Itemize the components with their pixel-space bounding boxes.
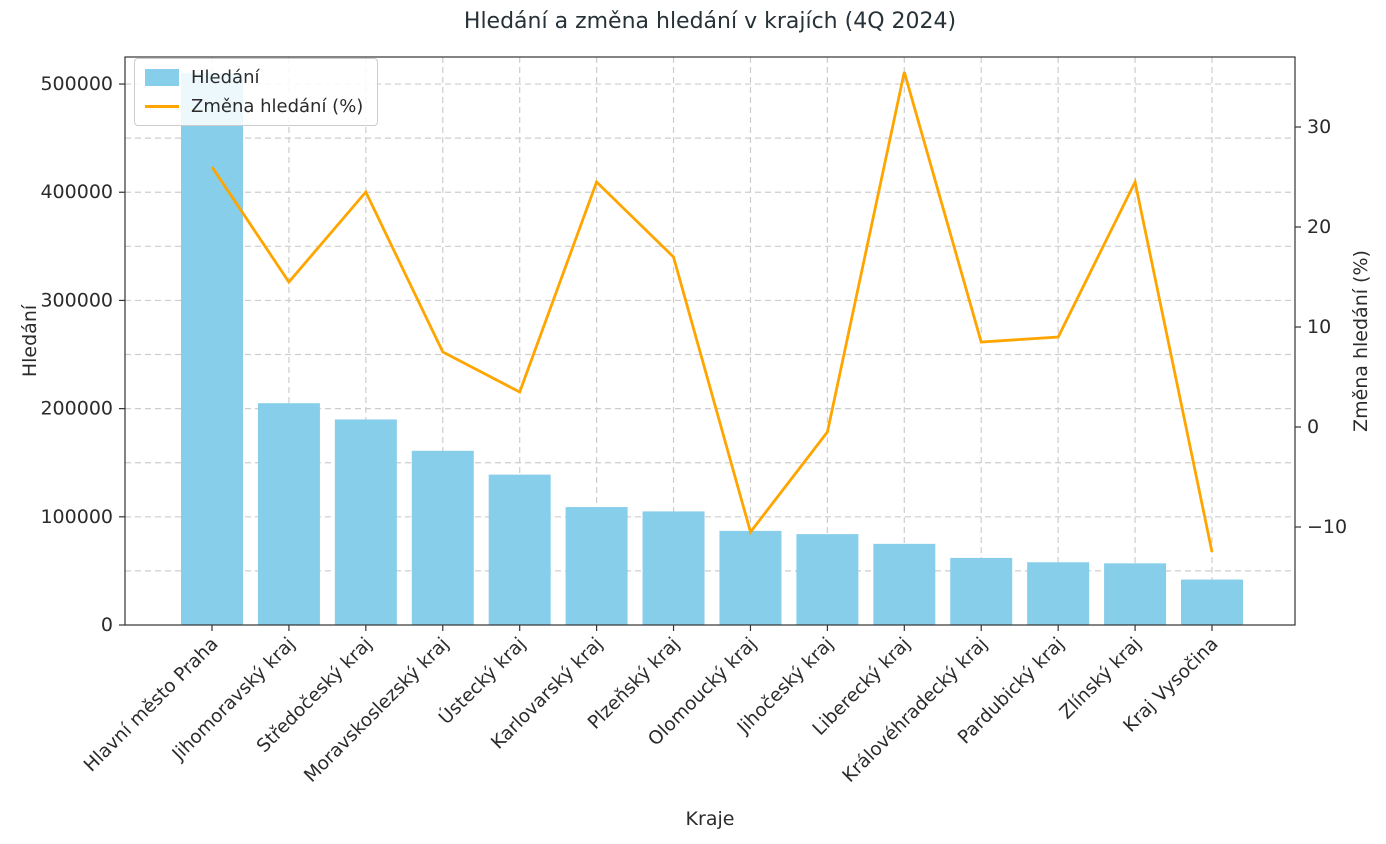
legend-label-line: Změna hledání (%)	[191, 96, 364, 117]
y-axis-label-right: Změna hledání (%)	[1350, 250, 1372, 432]
legend-entry-bar: Hledání	[145, 67, 363, 88]
y-axis-tick-label-left: 400000	[40, 181, 113, 203]
x-axis-label: Kraje	[685, 808, 735, 830]
y-axis-tick-label-right: 20	[1307, 216, 1331, 238]
legend: Hledání Změna hledání (%)	[134, 58, 379, 126]
x-axis-tick-label: Hlavní město Praha	[80, 634, 222, 776]
bar-6	[642, 511, 705, 625]
line-series	[210, 71, 1214, 553]
y-axis-tick-label-right: 10	[1307, 316, 1331, 338]
bar-13	[1181, 579, 1243, 625]
y-axis-tick-label-left: 200000	[40, 398, 113, 420]
bar-4	[488, 474, 551, 625]
bar-2	[334, 419, 397, 625]
bar-9	[873, 543, 936, 625]
bar-12	[1104, 563, 1167, 625]
y-axis-tick-label-right: −10	[1307, 516, 1347, 538]
legend-line-swatch	[145, 105, 179, 108]
x-axis-tick-label: Moravskoslezský kraj	[300, 634, 453, 787]
bar-5	[565, 507, 628, 625]
y-axis-tick-label-left: 300000	[40, 289, 113, 311]
bar-8	[796, 534, 859, 625]
y-axis-label-left: Hledání	[19, 304, 41, 378]
y-axis-tick-label-left: 0	[101, 614, 113, 636]
x-axis-tick-label: Královéhradecký kraj	[839, 634, 992, 787]
y-axis-tick-label-right: 30	[1307, 116, 1331, 138]
bar-7	[719, 530, 782, 625]
legend-bar-swatch	[145, 69, 179, 86]
y-axis-tick-label-left: 500000	[40, 73, 113, 95]
bar-10	[950, 557, 1013, 625]
bar-0	[181, 73, 243, 625]
y-axis-tick-label-left: 100000	[40, 506, 113, 528]
legend-entry-line: Změna hledání (%)	[145, 96, 363, 117]
legend-label-bar: Hledání	[191, 67, 260, 88]
bar-11	[1027, 562, 1090, 625]
y-axis-tick-label-right: 0	[1307, 416, 1319, 438]
bar-1	[257, 403, 320, 625]
bar-3	[411, 450, 474, 625]
chart-title: Hledání a změna hledání v krajích (4Q 20…	[463, 9, 957, 34]
plot-border	[124, 56, 1296, 626]
